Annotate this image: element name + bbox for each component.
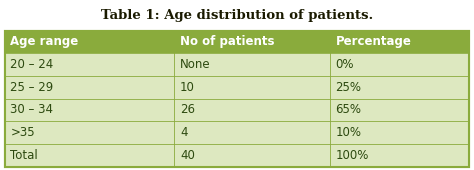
Text: 10%: 10%: [336, 126, 362, 139]
Text: 10: 10: [180, 81, 195, 94]
Bar: [174, 31, 330, 53]
Text: Total: Total: [10, 149, 38, 162]
Bar: [330, 31, 469, 53]
Bar: [5, 53, 174, 76]
Text: >35: >35: [10, 126, 35, 139]
Bar: [174, 144, 330, 167]
Text: Table 1: Age distribution of patients.: Table 1: Age distribution of patients.: [101, 8, 373, 21]
Text: 25 – 29: 25 – 29: [10, 81, 54, 94]
Text: 0%: 0%: [336, 58, 354, 71]
Text: Age range: Age range: [10, 35, 79, 48]
Bar: [174, 76, 330, 99]
Text: Percentage: Percentage: [336, 35, 411, 48]
Bar: [5, 121, 174, 144]
Bar: [5, 99, 174, 121]
Bar: [174, 99, 330, 121]
Text: 30 – 34: 30 – 34: [10, 103, 54, 116]
Bar: [5, 31, 174, 53]
Text: 4: 4: [180, 126, 188, 139]
Bar: [174, 121, 330, 144]
Bar: [330, 99, 469, 121]
Bar: [330, 53, 469, 76]
Bar: [5, 76, 174, 99]
Text: 26: 26: [180, 103, 195, 116]
Bar: [330, 144, 469, 167]
Text: 100%: 100%: [336, 149, 369, 162]
Text: None: None: [180, 58, 210, 71]
Text: 40: 40: [180, 149, 195, 162]
Text: 25%: 25%: [336, 81, 362, 94]
Text: 20 – 24: 20 – 24: [10, 58, 54, 71]
Bar: [330, 76, 469, 99]
Bar: [5, 144, 174, 167]
Bar: [5, 31, 469, 167]
Bar: [174, 53, 330, 76]
Bar: [330, 121, 469, 144]
Text: 65%: 65%: [336, 103, 362, 116]
Bar: [5, 31, 469, 167]
Text: No of patients: No of patients: [180, 35, 274, 48]
